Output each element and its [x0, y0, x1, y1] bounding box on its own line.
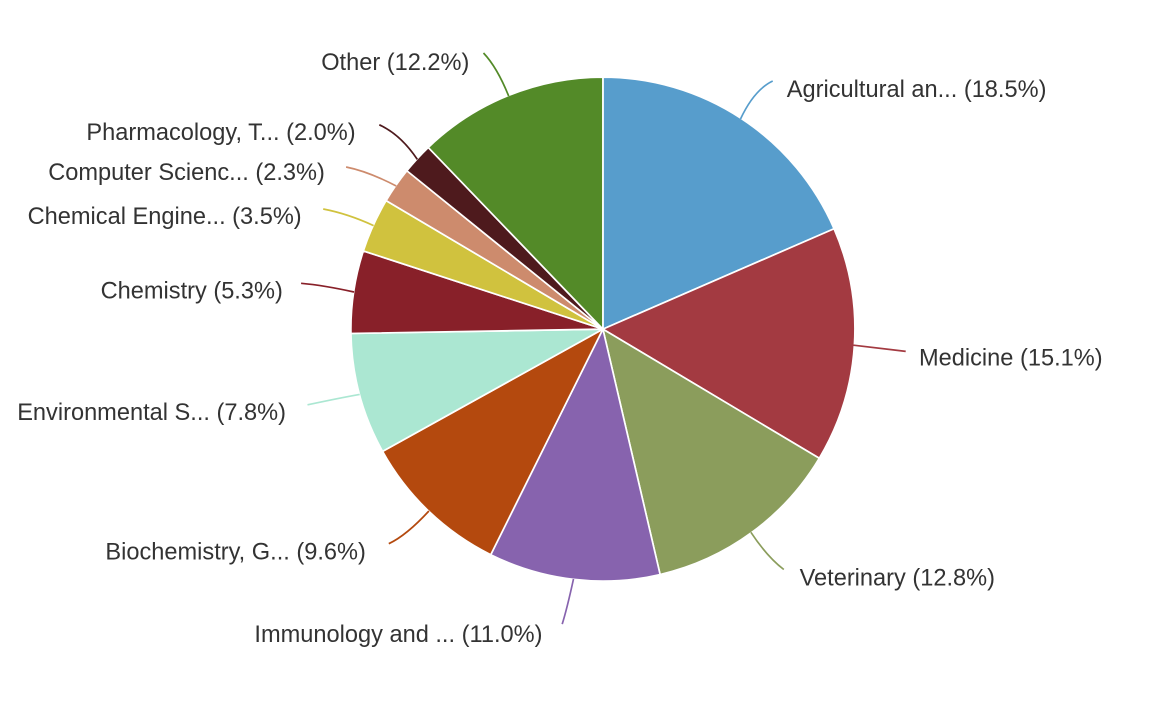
svg-text:Chemistry (5.3%): Chemistry (5.3%)	[101, 279, 283, 305]
svg-text:Biochemistry, G... (9.6%): Biochemistry, G... (9.6%)	[105, 540, 365, 566]
svg-text:Pharmacology, T... (2.0%): Pharmacology, T... (2.0%)	[86, 120, 355, 146]
svg-text:Agricultural an... (18.5%): Agricultural an... (18.5%)	[787, 77, 1047, 103]
svg-text:Chemical Engine... (3.5%): Chemical Engine... (3.5%)	[28, 204, 302, 230]
svg-text:Other (12.2%): Other (12.2%)	[321, 50, 469, 76]
svg-text:Veterinary (12.8%): Veterinary (12.8%)	[800, 566, 995, 592]
svg-text:Environmental S... (7.8%): Environmental S... (7.8%)	[17, 400, 286, 426]
svg-text:Immunology and ... (11.0%): Immunology and ... (11.0%)	[254, 622, 542, 648]
svg-text:Computer Scienc... (2.3%): Computer Scienc... (2.3%)	[48, 160, 325, 186]
svg-text:Medicine (15.1%): Medicine (15.1%)	[919, 345, 1103, 371]
